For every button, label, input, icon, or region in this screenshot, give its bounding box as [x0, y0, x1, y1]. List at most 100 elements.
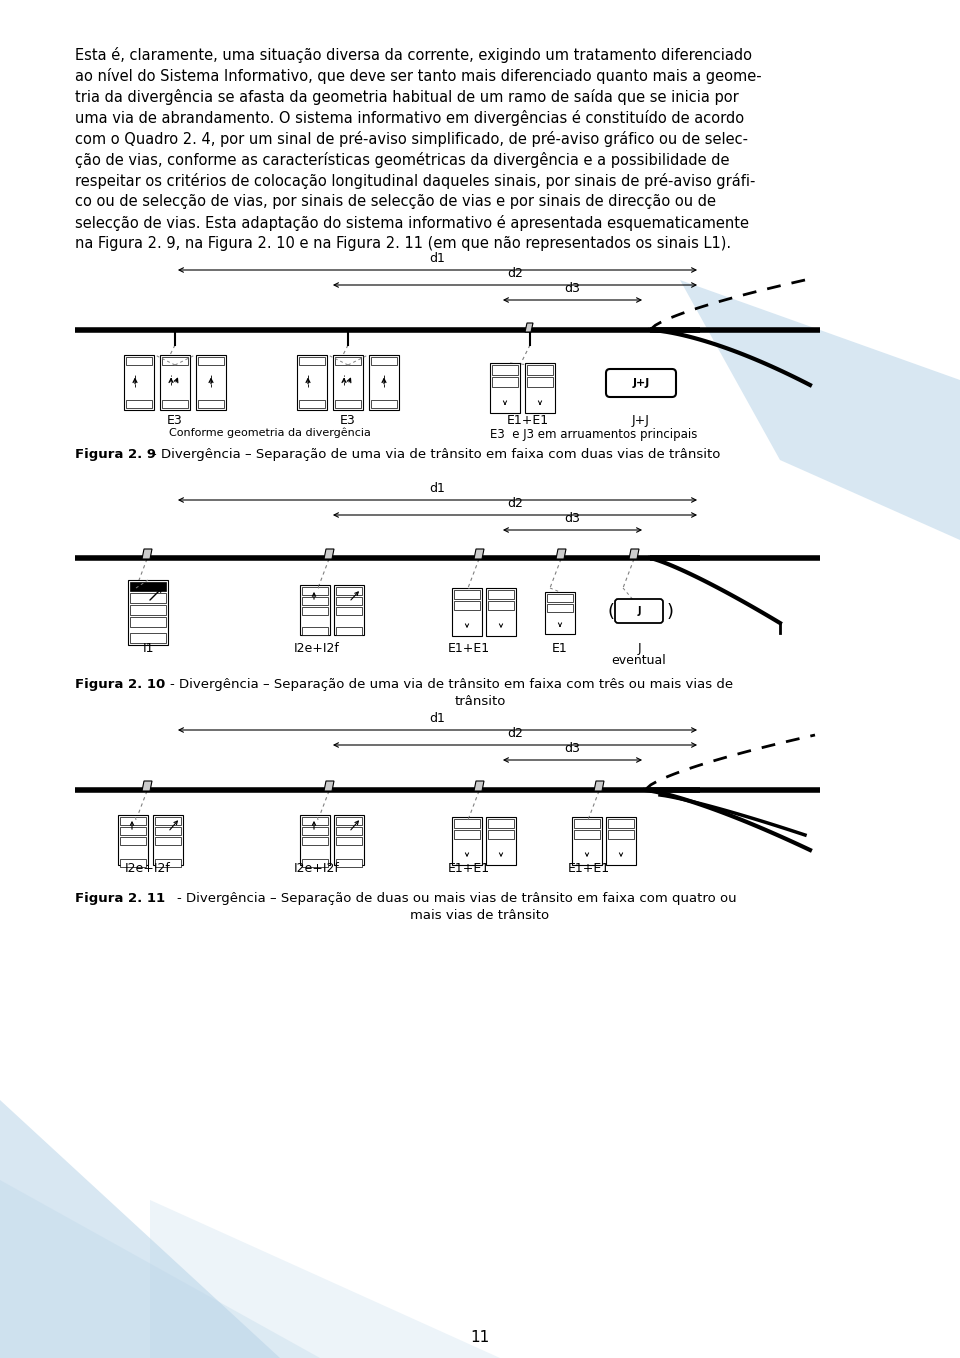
Text: I2e+I2f: I2e+I2f: [125, 862, 171, 875]
Bar: [160, 354, 190, 410]
Text: E1+E1: E1+E1: [507, 414, 549, 426]
Bar: [492, 378, 518, 387]
Bar: [120, 818, 146, 826]
Bar: [574, 830, 600, 839]
Text: Figura 2. 11: Figura 2. 11: [75, 892, 165, 904]
Text: Figura 2. 9: Figura 2. 9: [75, 448, 156, 460]
Bar: [608, 819, 634, 828]
Bar: [486, 818, 516, 865]
Bar: [334, 815, 364, 865]
Bar: [155, 818, 181, 826]
Text: E1+E1: E1+E1: [448, 862, 490, 875]
Bar: [196, 354, 226, 410]
Bar: [488, 830, 514, 839]
Text: Esta é, claramente, uma situação diversa da corrente, exigindo um tratamento dif: Esta é, claramente, uma situação diversa…: [75, 48, 752, 62]
Bar: [297, 354, 327, 410]
Bar: [336, 837, 362, 845]
Polygon shape: [142, 781, 152, 790]
Bar: [126, 401, 152, 407]
Bar: [492, 365, 518, 375]
Bar: [335, 401, 361, 407]
Bar: [574, 819, 600, 828]
Bar: [155, 860, 181, 866]
FancyBboxPatch shape: [615, 599, 663, 623]
Bar: [333, 354, 363, 410]
Polygon shape: [142, 549, 152, 559]
Text: ao nível do Sistema Informativo, que deve ser tanto mais diferenciado quanto mai: ao nível do Sistema Informativo, que dev…: [75, 68, 761, 84]
Bar: [527, 365, 553, 375]
Bar: [335, 357, 361, 365]
Bar: [572, 818, 602, 865]
Text: I2e+I2f: I2e+I2f: [294, 862, 340, 875]
Bar: [336, 827, 362, 835]
Text: respeitar os critérios de colocação longitudinal daqueles sinais, por sinais de : respeitar os critérios de colocação long…: [75, 172, 756, 189]
Text: d2: d2: [507, 497, 523, 511]
Polygon shape: [0, 1100, 280, 1358]
Bar: [124, 354, 154, 410]
Bar: [525, 363, 555, 413]
Text: (: (: [608, 603, 614, 621]
Text: mais vias de trânsito: mais vias de trânsito: [411, 909, 549, 922]
Bar: [547, 593, 573, 602]
Bar: [336, 607, 362, 615]
Bar: [120, 860, 146, 866]
Bar: [130, 633, 166, 642]
Text: I1: I1: [142, 642, 154, 655]
Bar: [452, 588, 482, 636]
Bar: [302, 827, 328, 835]
Text: - Divergência – Separação de duas ou mais vias de trânsito em faixa com quatro o: - Divergência – Separação de duas ou mai…: [177, 892, 736, 904]
Bar: [369, 354, 399, 410]
Text: na Figura 2. 9, na Figura 2. 10 e na Figura 2. 11 (em que não representados os s: na Figura 2. 9, na Figura 2. 10 e na Fig…: [75, 236, 732, 251]
Text: E1+E1: E1+E1: [448, 642, 490, 655]
Polygon shape: [474, 549, 484, 559]
Text: 11: 11: [470, 1329, 490, 1344]
Bar: [488, 589, 514, 599]
Bar: [606, 818, 636, 865]
Bar: [488, 819, 514, 828]
Text: Figura 2. 10: Figura 2. 10: [75, 678, 165, 691]
Bar: [336, 587, 362, 595]
Polygon shape: [474, 781, 484, 790]
Bar: [452, 818, 482, 865]
Text: ção de vias, conforme as características geométricas da divergência e a possibil: ção de vias, conforme as características…: [75, 152, 730, 168]
Bar: [155, 837, 181, 845]
Polygon shape: [324, 781, 334, 790]
Bar: [302, 837, 328, 845]
Bar: [302, 627, 328, 636]
Bar: [302, 860, 328, 866]
Polygon shape: [680, 280, 960, 540]
Bar: [299, 401, 325, 407]
Polygon shape: [629, 549, 639, 559]
Bar: [454, 830, 480, 839]
Bar: [130, 593, 166, 603]
Text: J+J: J+J: [633, 378, 650, 388]
Text: d3: d3: [564, 282, 581, 295]
Text: - Divergência – Separação de uma via de trânsito em faixa com duas vias de trâns: - Divergência – Separação de uma via de …: [152, 448, 720, 460]
Polygon shape: [0, 1180, 320, 1358]
Text: d2: d2: [507, 268, 523, 280]
Bar: [302, 598, 328, 606]
Bar: [130, 617, 166, 627]
Bar: [608, 830, 634, 839]
Text: d1: d1: [429, 482, 445, 496]
FancyBboxPatch shape: [606, 369, 676, 397]
Text: selecção de vias. Esta adaptação do sistema informativo é apresentada esquematic: selecção de vias. Esta adaptação do sist…: [75, 215, 749, 231]
Text: J+J: J+J: [632, 414, 650, 426]
Bar: [126, 357, 152, 365]
Bar: [371, 357, 397, 365]
Polygon shape: [150, 1200, 500, 1358]
Bar: [155, 827, 181, 835]
Bar: [198, 357, 224, 365]
Polygon shape: [525, 323, 533, 331]
Text: eventual: eventual: [612, 655, 666, 667]
Bar: [527, 378, 553, 387]
Text: E3  e J3 em arruamentos principais: E3 e J3 em arruamentos principais: [490, 428, 697, 441]
Bar: [334, 585, 364, 636]
Text: - Divergência – Separação de uma via de trânsito em faixa com três ou mais vias : - Divergência – Separação de uma via de …: [170, 678, 733, 691]
Polygon shape: [324, 549, 334, 559]
Bar: [162, 357, 188, 365]
Bar: [198, 401, 224, 407]
Bar: [130, 583, 166, 591]
Bar: [120, 837, 146, 845]
Text: E3: E3: [167, 414, 182, 426]
